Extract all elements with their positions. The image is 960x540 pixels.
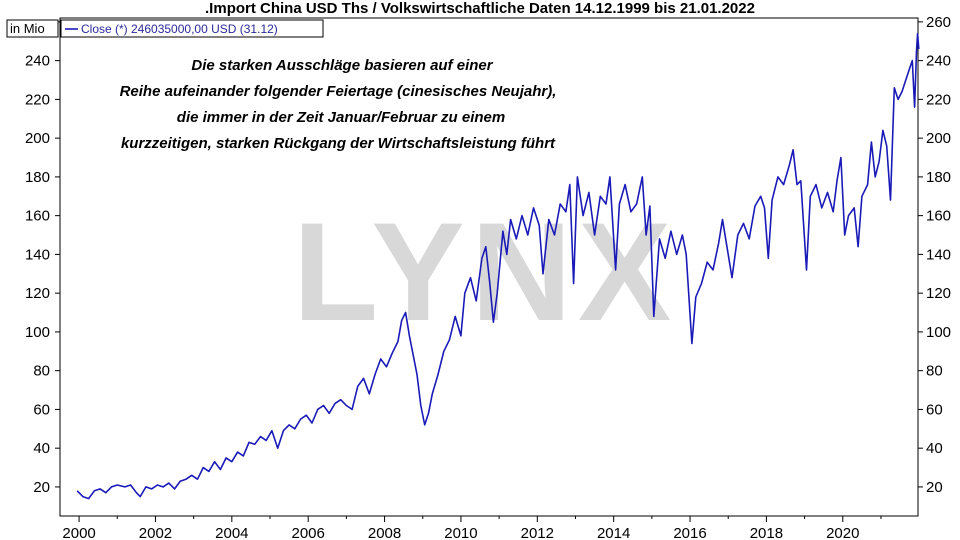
x-tick-label: 2016: [673, 525, 706, 540]
annotation: Die starken Ausschläge basieren auf eine…: [120, 57, 557, 152]
x-tick-label: 2018: [750, 525, 783, 540]
legend: Close (*) 246035000,00 USD (31.12): [60, 19, 324, 38]
y-tick-label-right: 120: [926, 285, 951, 302]
y-tick-label-left: 200: [25, 130, 50, 147]
x-tick-label: 2008: [368, 525, 401, 540]
svg-text:in Mio: in Mio: [10, 21, 45, 36]
x-tick-label: 2006: [292, 525, 325, 540]
x-tick-label: 2012: [521, 525, 554, 540]
watermark: LYNX: [293, 193, 678, 350]
y-tick-label-right: 40: [926, 440, 943, 457]
y-axis: 20 20 40 40 60 60 80 80 100 100 120 120 140 140 160 160…: [25, 14, 951, 496]
y-tick-label-right: 20: [926, 479, 943, 496]
y-tick-label-left: 60: [33, 401, 50, 418]
x-axis: 2000 2002 2004 2006 2008 2010 2012 2014 2016 2018…: [62, 516, 882, 540]
series-line: [76, 32, 920, 500]
y-tick-label-left: 20: [33, 479, 50, 496]
y-tick-label-left: 220: [25, 91, 50, 108]
plot-frame: [59, 17, 919, 517]
y-tick-label-right: 140: [926, 246, 951, 263]
annotation-line: kurzzeitigen, starken Rückgang der Wirts…: [121, 135, 556, 152]
x-tick-label: 2002: [139, 525, 172, 540]
y-tick-label-right: 260: [926, 14, 951, 31]
x-tick-label: 2010: [444, 525, 477, 540]
x-tick-label: 2020: [826, 525, 859, 540]
x-tick-label: 2000: [62, 525, 95, 540]
y-tick-label-right: 200: [926, 130, 951, 147]
y-tick-label-right: 100: [926, 324, 951, 341]
y-tick-label-right: 240: [926, 53, 951, 70]
y-tick-label-right: 80: [926, 363, 943, 380]
x-tick-label: 2004: [215, 525, 248, 540]
y-tick-label-left: 160: [25, 208, 50, 225]
y-tick-label-left: 180: [25, 169, 50, 186]
y-tick-label-right: 60: [926, 401, 943, 418]
svg-text:Close (*) 246035000,00 USD (31: Close (*) 246035000,00 USD (31.12): [81, 22, 278, 36]
y-tick-label-left: 40: [33, 440, 50, 457]
x-tick-label: 2014: [597, 525, 630, 540]
y-tick-label-right: 160: [926, 208, 951, 225]
chart-title: .Import China USD Ths / Volkswirtschaftl…: [205, 0, 755, 17]
y-tick-label-left: 120: [25, 285, 50, 302]
annotation-line: die immer in der Zeit Januar/Februar zu …: [177, 109, 505, 126]
annotation-line: Reihe aufeinander folgender Feiertage (c…: [120, 83, 557, 100]
y-tick-label-left: 80: [33, 363, 50, 380]
y-tick-label-left: 100: [25, 324, 50, 341]
annotation-line: Die starken Ausschläge basieren auf eine…: [191, 57, 493, 74]
y-tick-label-left: 140: [25, 246, 50, 263]
unit-label: in Mio: [6, 19, 59, 38]
y-tick-label-right: 220: [926, 91, 951, 108]
y-tick-label-left: 240: [25, 53, 50, 70]
y-tick-label-right: 180: [926, 169, 951, 186]
